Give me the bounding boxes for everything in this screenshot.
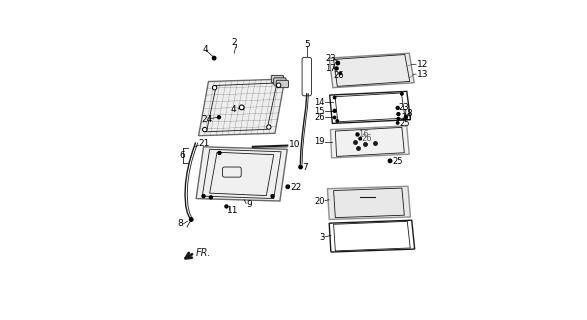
Circle shape: [204, 129, 205, 131]
Circle shape: [202, 195, 205, 197]
Text: 9: 9: [247, 200, 252, 209]
Circle shape: [286, 185, 289, 188]
Circle shape: [210, 196, 212, 199]
Text: 21: 21: [198, 139, 210, 148]
Text: 14: 14: [315, 98, 325, 107]
Text: 12: 12: [417, 60, 428, 69]
Text: 10: 10: [289, 140, 300, 149]
Circle shape: [356, 133, 359, 136]
Circle shape: [335, 67, 338, 70]
Text: 19: 19: [315, 137, 325, 146]
Circle shape: [404, 116, 407, 118]
Text: 26: 26: [333, 71, 344, 80]
Circle shape: [278, 84, 279, 86]
Text: 23: 23: [325, 54, 336, 63]
Text: FR.: FR.: [195, 248, 211, 258]
Text: 22: 22: [291, 183, 302, 192]
Circle shape: [225, 205, 228, 208]
Text: 18: 18: [402, 108, 413, 117]
Text: 25: 25: [399, 119, 410, 128]
Polygon shape: [198, 79, 285, 136]
FancyBboxPatch shape: [274, 78, 286, 85]
Text: 26: 26: [402, 113, 413, 122]
Circle shape: [397, 113, 400, 116]
Text: 16: 16: [358, 130, 369, 139]
Text: 23: 23: [399, 103, 409, 112]
Text: 24: 24: [201, 115, 212, 124]
Polygon shape: [328, 186, 410, 220]
Circle shape: [267, 125, 271, 129]
Circle shape: [333, 109, 336, 112]
FancyBboxPatch shape: [271, 75, 284, 83]
Text: 26: 26: [315, 113, 325, 122]
Text: 17: 17: [325, 64, 336, 73]
Circle shape: [396, 122, 399, 124]
Text: 7: 7: [302, 163, 308, 172]
Circle shape: [339, 72, 342, 75]
Circle shape: [333, 96, 336, 99]
Circle shape: [241, 106, 243, 108]
Circle shape: [212, 56, 216, 60]
Circle shape: [271, 195, 274, 197]
Text: 6: 6: [180, 151, 185, 160]
Text: 20: 20: [314, 196, 325, 205]
Text: 2: 2: [232, 38, 238, 47]
Polygon shape: [196, 147, 287, 201]
Circle shape: [359, 138, 362, 140]
FancyBboxPatch shape: [276, 80, 289, 88]
Text: 4: 4: [230, 105, 236, 114]
Text: 26: 26: [361, 134, 372, 143]
Circle shape: [299, 165, 302, 169]
Circle shape: [239, 105, 244, 110]
Circle shape: [276, 83, 281, 87]
Text: 11: 11: [227, 206, 238, 215]
Polygon shape: [330, 126, 409, 158]
Circle shape: [218, 116, 221, 119]
Circle shape: [218, 151, 221, 155]
Circle shape: [212, 86, 217, 90]
Circle shape: [203, 128, 207, 132]
Circle shape: [214, 87, 215, 89]
Circle shape: [401, 92, 403, 95]
Circle shape: [389, 159, 392, 163]
Text: 15: 15: [315, 107, 325, 116]
Text: 4: 4: [203, 45, 208, 54]
Circle shape: [336, 61, 339, 65]
FancyBboxPatch shape: [302, 57, 312, 96]
Circle shape: [397, 117, 400, 120]
Text: 5: 5: [304, 40, 309, 49]
Text: 25: 25: [393, 157, 403, 166]
Circle shape: [396, 107, 399, 109]
Circle shape: [336, 120, 339, 122]
Circle shape: [268, 126, 270, 128]
Text: 13: 13: [417, 70, 428, 79]
Circle shape: [333, 116, 336, 119]
Text: 8: 8: [177, 219, 183, 228]
Text: 3: 3: [319, 233, 325, 242]
Polygon shape: [329, 53, 414, 88]
Circle shape: [190, 218, 193, 221]
